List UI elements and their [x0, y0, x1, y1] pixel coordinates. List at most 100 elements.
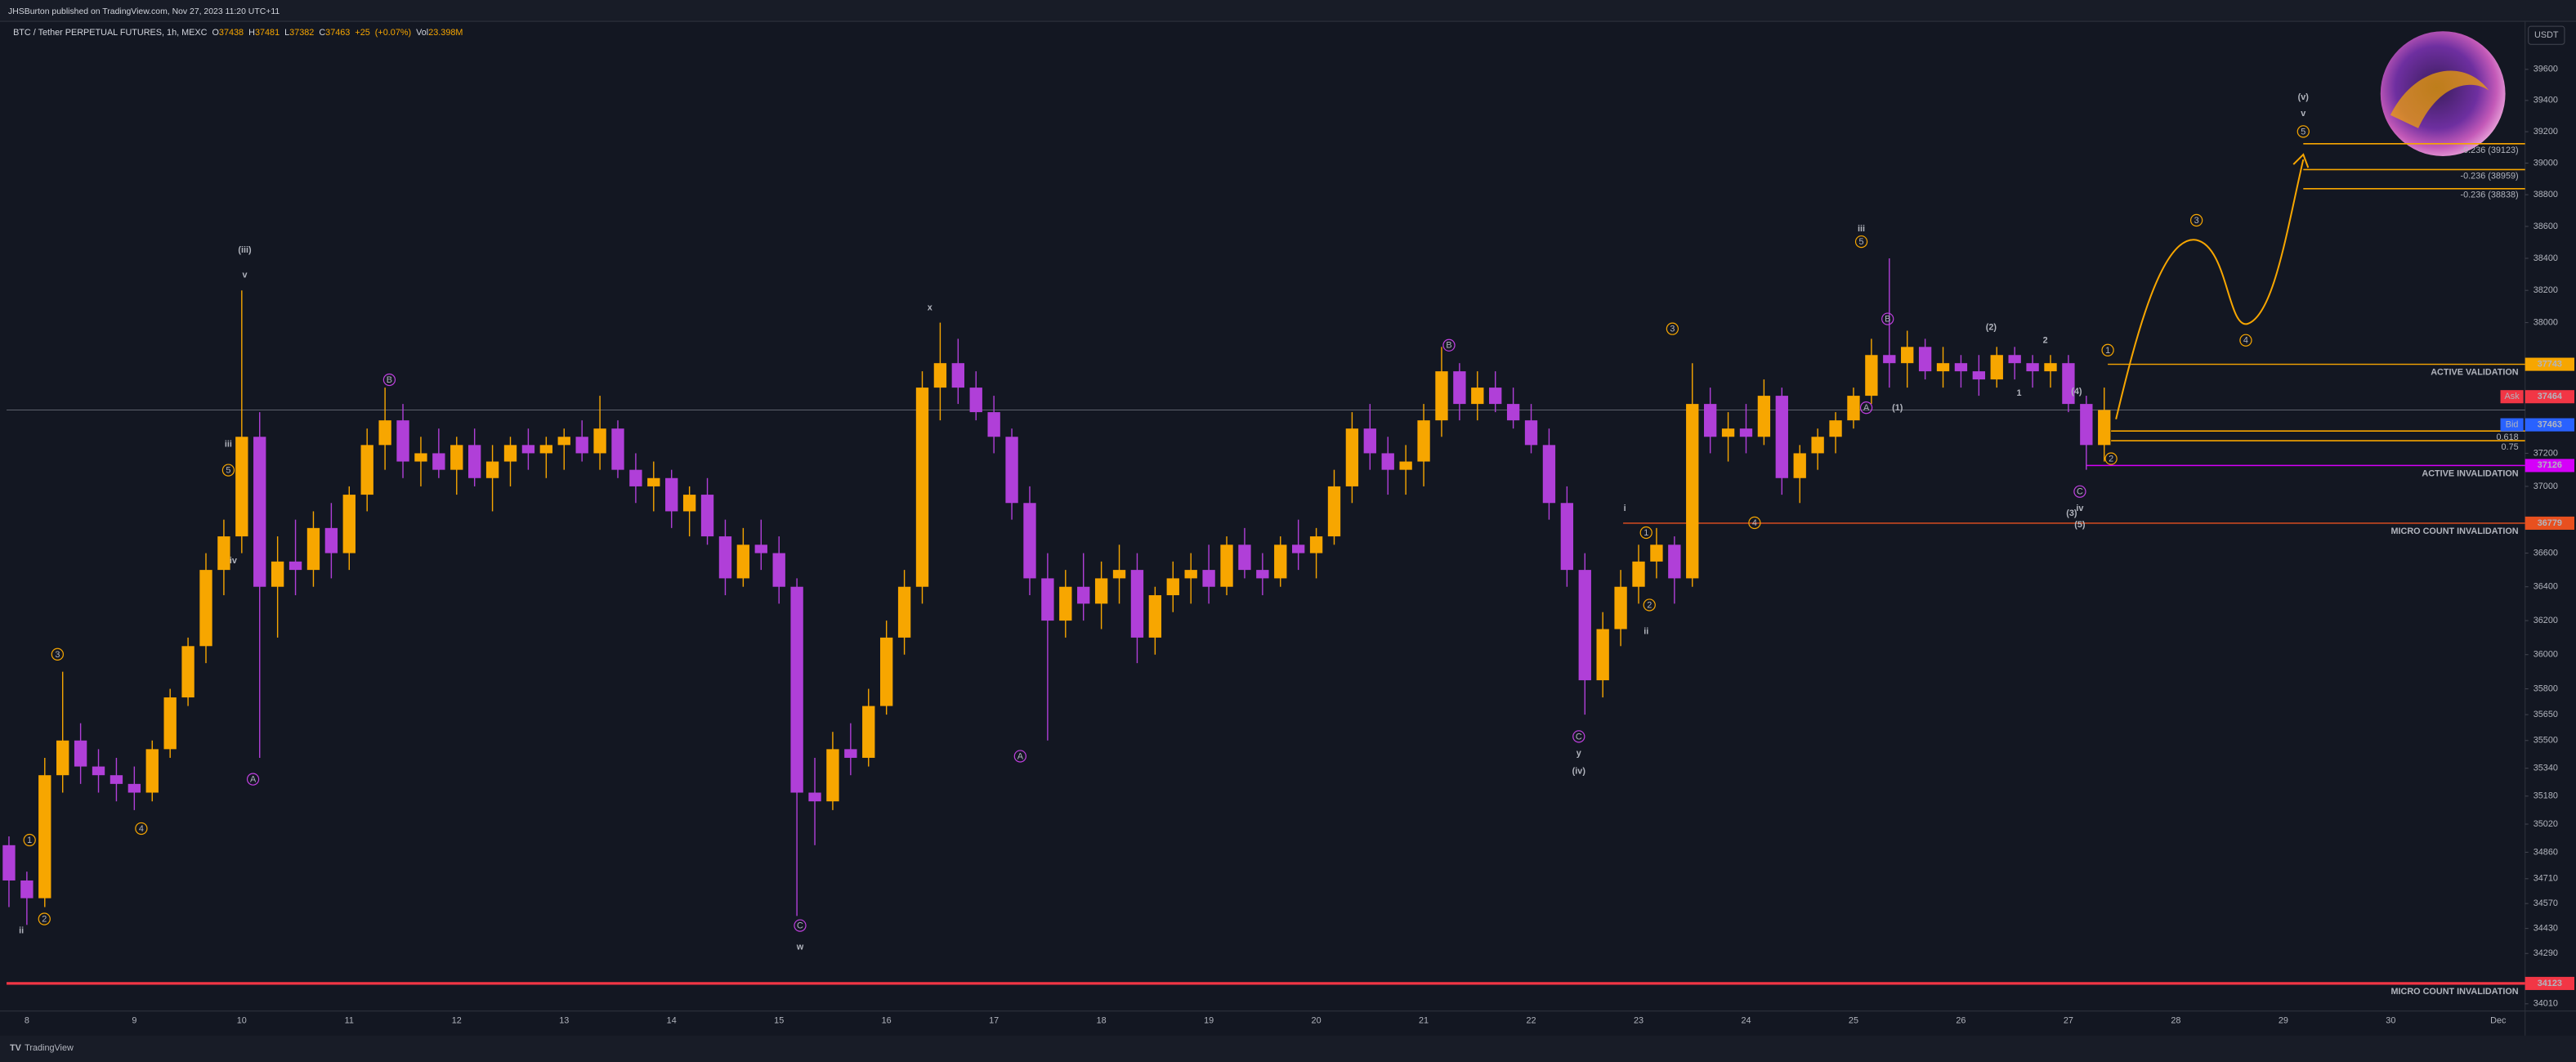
wave-circle — [1748, 516, 1761, 530]
y-tick-label: 36400 — [2534, 582, 2558, 592]
candle-body — [557, 437, 570, 446]
candle-body — [1829, 420, 1842, 437]
candle-body — [1363, 428, 1376, 454]
candle-body — [1668, 544, 1681, 579]
candle-body — [235, 437, 248, 537]
bottom-bar — [0, 1035, 2576, 1062]
candle-body — [1542, 445, 1556, 504]
avatar-detail — [2390, 70, 2489, 128]
candle-body — [396, 420, 409, 462]
candle-body — [647, 477, 660, 486]
y-tick-label: 35650 — [2534, 710, 2558, 719]
wave-label: y — [1576, 748, 1581, 758]
y-tick-label: 34010 — [2534, 999, 2558, 1009]
candle-body — [342, 495, 356, 553]
candle-body — [110, 775, 123, 784]
candle-body — [951, 363, 964, 388]
y-tick-label: 35020 — [2534, 819, 2558, 829]
y-tick-label: 38800 — [2534, 190, 2558, 199]
wave-label: 2 — [2043, 336, 2048, 346]
level-label: MICRO COUNT INVALIDATION — [2390, 527, 2518, 536]
wave-label: w — [796, 943, 804, 952]
candle-body — [1560, 503, 1574, 571]
wave-label: iv — [2076, 504, 2083, 513]
wave-circle — [1859, 401, 1873, 414]
wave-label: iv — [230, 556, 237, 566]
candle-body — [1865, 355, 1878, 397]
candle-body — [1166, 578, 1179, 596]
wave-circle — [1572, 730, 1585, 743]
candle-body — [1256, 570, 1269, 579]
y-tick-label: 37000 — [2534, 482, 2558, 491]
legend-prefix: L — [284, 28, 289, 38]
level-tag — [2525, 516, 2574, 530]
x-tick-label: 23 — [1634, 1016, 1644, 1026]
candle-body — [808, 792, 821, 802]
wave-circle — [1881, 312, 1894, 325]
wave-circle — [794, 919, 807, 932]
candle-body — [1184, 570, 1197, 579]
candle-body — [1274, 544, 1287, 579]
wave-label: B — [387, 375, 392, 385]
x-tick-label: 13 — [559, 1016, 569, 1026]
candle-body — [1435, 371, 1448, 421]
candle-body — [1399, 461, 1412, 470]
candle-body — [1990, 355, 2003, 380]
candle-body — [1721, 428, 1735, 437]
y-tick-label: 35340 — [2534, 764, 2558, 773]
wave-label: 1 — [2017, 388, 2022, 398]
wave-label: (4) — [2071, 387, 2082, 397]
legend-value: 37481 — [255, 28, 280, 38]
x-tick-label: 22 — [1527, 1016, 1536, 1026]
wave-label: 5 — [226, 466, 230, 476]
wave-label: 3 — [2194, 216, 2199, 226]
level-tag — [2525, 459, 2574, 473]
wave-circle — [38, 912, 51, 925]
candle-body — [1650, 544, 1663, 562]
price-tag-label: Ask — [2505, 392, 2520, 401]
candle-body — [1757, 396, 1771, 437]
y-tick-label: 34710 — [2534, 874, 2558, 884]
wave-label: C — [2077, 487, 2083, 497]
level-tag-value: 37126 — [2538, 460, 2562, 470]
wave-label: 5 — [1859, 237, 1864, 247]
y-tick-label: 39200 — [2534, 127, 2558, 137]
x-tick-label: 26 — [1956, 1016, 1966, 1026]
wave-circle — [1854, 235, 1868, 249]
candle-body — [682, 495, 696, 512]
wave-label: C — [797, 921, 803, 931]
fib-label: -0.236 (39123) — [2461, 146, 2519, 155]
wave-label: 1 — [27, 836, 32, 845]
wave-label: v — [2301, 109, 2305, 119]
x-tick-label: 20 — [1312, 1016, 1322, 1026]
projection-arrow — [2292, 153, 2310, 168]
x-tick-label: 25 — [1849, 1016, 1858, 1026]
wave-label: 3 — [55, 650, 60, 660]
candle-body — [880, 637, 893, 706]
candle-body — [74, 740, 87, 767]
candle-body — [826, 749, 839, 802]
wave-circle — [1643, 598, 1656, 612]
x-tick-label: 16 — [882, 1016, 892, 1026]
wave-circle — [1666, 322, 1679, 335]
wave-circle — [23, 833, 36, 847]
currency-box — [2528, 25, 2565, 45]
candle-body — [1005, 437, 1018, 504]
y-tick-label: 37200 — [2534, 448, 2558, 458]
wave-circle — [51, 648, 64, 661]
wave-circle — [2239, 334, 2252, 347]
wave-circle — [246, 773, 260, 786]
candle-body — [1077, 586, 1090, 604]
legend-value: 37463 — [325, 28, 350, 38]
candle-body — [2080, 404, 2093, 446]
wave-label: 5 — [2301, 127, 2305, 137]
wave-circle — [2073, 485, 2086, 498]
legend-value: 37382 — [289, 28, 314, 38]
candle-body — [127, 783, 141, 793]
level-tag — [2525, 357, 2574, 371]
fib-label: -0.236 (38959) — [2461, 171, 2519, 181]
y-tick-label: 38600 — [2534, 222, 2558, 231]
wave-circle — [382, 373, 396, 387]
wave-label: ii — [1644, 627, 1648, 637]
brand-logo: TV — [10, 1043, 22, 1053]
